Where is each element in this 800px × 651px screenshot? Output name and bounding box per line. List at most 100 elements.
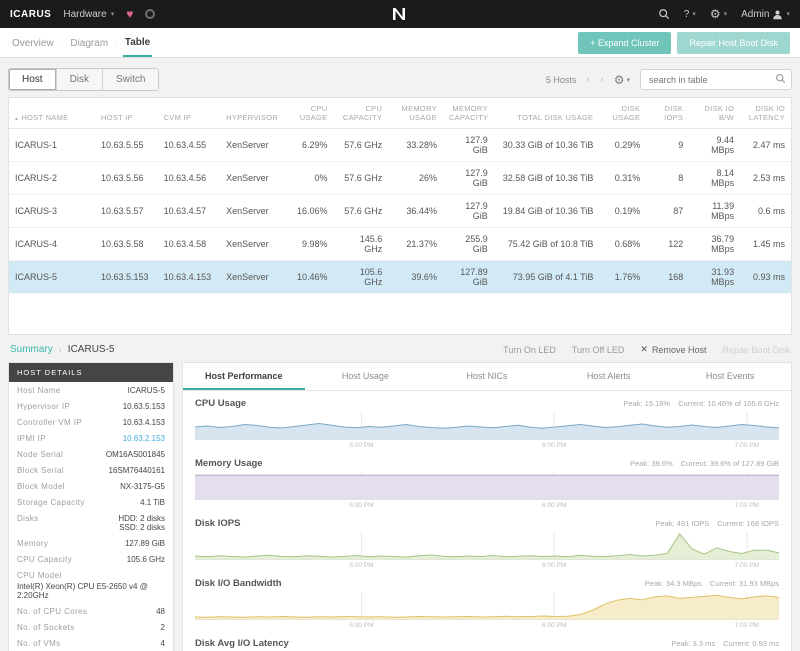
settings-menu[interactable]: ⚙ ▾ xyxy=(710,8,727,20)
column-header[interactable]: Hypervisor xyxy=(220,98,283,129)
chart-title: Memory Usage xyxy=(195,458,263,469)
chart-peak-current-stat: Peak: 3.3 ms Current: 0.93 ms xyxy=(671,639,779,648)
repair-host-boot-disk-button[interactable]: Repair Host Boot Disk xyxy=(677,31,790,54)
table-cell: 30.33 GiB of 10.36 TiB xyxy=(493,128,600,162)
tab-host[interactable]: Host xyxy=(9,69,57,90)
table-cell: 10.63.5.55 xyxy=(95,128,158,162)
search-input[interactable] xyxy=(640,69,792,90)
tasks-ring-icon[interactable] xyxy=(145,9,156,19)
breadcrumb-summary-link[interactable]: Summary xyxy=(10,344,53,355)
table-cell: 21.37% xyxy=(388,227,443,261)
detail-value: 4.1 TiB xyxy=(140,497,165,507)
expand-cluster-button[interactable]: + Expand Cluster xyxy=(578,31,672,54)
column-header[interactable]: Disk IOPS xyxy=(646,98,690,129)
table-row[interactable]: ICARUS-4 10.63.5.58 10.63.4.58 XenServer 9.9… xyxy=(9,227,791,261)
nav-menu-hardware[interactable]: Hardware ▾ xyxy=(63,9,114,20)
table-cell: 19.84 GiB of 10.36 TiB xyxy=(493,194,600,228)
detail-row: Disks HDD: 2 disks SSD: 2 disks xyxy=(9,510,173,535)
chart-peak-current-stat: Peak: 34.3 MBps Current: 31.93 MBps xyxy=(645,579,779,588)
chart-plot-area[interactable] xyxy=(195,472,779,500)
column-header[interactable]: Host IP xyxy=(95,98,158,129)
detail-section: HOST DETAILS Host Name ICARUS-5 Hypervisor… xyxy=(8,362,792,651)
table-row[interactable]: ICARUS-1 10.63.5.55 10.63.4.55 XenServer 6.2… xyxy=(9,128,791,162)
help-label: ? xyxy=(683,8,690,20)
turn-off-led-button[interactable]: Turn Off LED xyxy=(571,344,625,355)
detail-label: Controller VM IP xyxy=(17,417,83,427)
table-cell: 8.14 MBps xyxy=(689,161,741,195)
chevron-down-icon: ▾ xyxy=(786,11,790,18)
chart-current: Current: 168 IOPS xyxy=(717,519,779,528)
detail-row: CPU Capacity 105.6 GHz xyxy=(9,551,173,567)
health-heart-icon[interactable]: ♥ xyxy=(126,7,134,21)
subnav-item-overview[interactable]: Overview xyxy=(12,38,54,49)
detail-label: No. of Sockets xyxy=(17,622,75,632)
table-row[interactable]: ICARUS-2 10.63.5.56 10.63.4.56 XenServer 0% 5… xyxy=(9,161,791,195)
chevron-down-icon: ▾ xyxy=(692,11,696,18)
table-cell: 145.6 GHz xyxy=(333,227,389,261)
tab-host-performance[interactable]: Host Performance xyxy=(183,363,305,390)
table-settings-menu[interactable]: ⚙ ▾ xyxy=(614,74,630,86)
tab-host-nics[interactable]: Host NICs xyxy=(466,371,508,381)
subnav-item-table[interactable]: Table xyxy=(122,28,153,57)
table-cell: 105.6 GHz xyxy=(333,260,389,294)
detail-value-link[interactable]: 10.63.2.153 xyxy=(122,433,165,443)
cluster-name[interactable]: ICARUS xyxy=(10,8,52,20)
page-prev-icon[interactable]: ‹ xyxy=(586,73,591,86)
table-cell: 0.68% xyxy=(599,227,647,261)
table-cell: 0.31% xyxy=(599,161,647,195)
chart-peak-current-stat: Peak: 39.6% Current: 39.6% of 127.89 GiB xyxy=(630,459,779,468)
tab-host-alerts[interactable]: Host Alerts xyxy=(586,371,631,381)
column-header[interactable]: ▴ Host Name xyxy=(9,98,96,129)
table-cell: XenServer xyxy=(220,260,283,294)
column-header[interactable]: Disk Usage xyxy=(599,98,647,129)
chart-plot-area[interactable] xyxy=(195,592,779,620)
detail-label: Node Serial xyxy=(17,449,64,459)
search-icon[interactable] xyxy=(658,8,670,20)
table-cell: 6.29% xyxy=(282,128,334,162)
remove-host-button[interactable]: ✕ Remove Host xyxy=(640,344,706,355)
table-cell: 33.28% xyxy=(388,128,443,162)
column-header[interactable]: CVM IP xyxy=(157,98,221,129)
detail-tab-bar: Host Performance Host Usage Host NICs Ho… xyxy=(183,363,791,391)
detail-value: 10.63.5.153 xyxy=(122,401,165,411)
turn-on-led-button[interactable]: Turn On LED xyxy=(503,344,556,355)
column-header[interactable]: Total Disk Usage xyxy=(493,98,600,129)
table-cell: ICARUS-3 xyxy=(9,194,96,228)
table-cell: 10.63.5.153 xyxy=(95,260,158,294)
tab-host-events[interactable]: Host Events xyxy=(705,371,755,381)
column-header[interactable]: Memory Usage xyxy=(388,98,443,129)
page-next-icon[interactable]: › xyxy=(600,73,604,86)
column-header[interactable]: Disk IO B/W xyxy=(689,98,741,129)
column-header[interactable]: CPU Usage xyxy=(282,98,334,129)
x-axis-tick-label: 6:00 PM xyxy=(542,622,567,629)
table-cell: 168 xyxy=(646,260,690,294)
detail-label: CPU Capacity xyxy=(17,554,73,564)
admin-menu[interactable]: Admin ▾ xyxy=(741,9,790,20)
tab-switch[interactable]: Switch xyxy=(103,69,159,90)
tab-disk[interactable]: Disk xyxy=(56,69,104,90)
detail-row: CPU Model Intel(R) Xeon(R) CPU E5-2650 v4… xyxy=(9,567,173,603)
column-header[interactable]: CPU Capacity xyxy=(333,98,389,129)
chart-current: Current: 39.6% of 127.89 GiB xyxy=(680,459,779,468)
table-cell: 2.47 ms xyxy=(740,128,791,162)
subnav-item-diagram[interactable]: Diagram xyxy=(70,38,109,49)
chart-peak: Peak: 15.18% xyxy=(623,399,671,408)
repair-boot-disk-button[interactable]: Repair Boot Disk xyxy=(722,344,790,355)
column-header[interactable]: Memory Capacity xyxy=(442,98,494,129)
subnav-separator: · xyxy=(60,38,64,47)
tab-host-usage[interactable]: Host Usage xyxy=(341,371,389,381)
table-cell: 32.58 GiB of 10.36 TiB xyxy=(493,161,600,195)
column-header[interactable]: Disk IO Latency xyxy=(740,98,791,129)
detail-row: Storage Capacity 4.1 TiB xyxy=(9,494,173,510)
chart-plot-area[interactable] xyxy=(195,532,779,560)
chart-title: Disk Avg I/O Latency xyxy=(195,638,289,649)
detail-row: Host Name ICARUS-5 xyxy=(9,382,173,398)
chart-block: Disk IOPS Peak: 491 IOPS Current: 168 IOPS… xyxy=(183,511,791,571)
table-row[interactable]: ICARUS-5 10.63.5.153 10.63.4.153 XenServer 1… xyxy=(9,260,791,294)
chart-plot-area[interactable] xyxy=(195,412,779,440)
table-cell: 31.93 MBps xyxy=(689,260,741,294)
help-menu[interactable]: ? ▾ xyxy=(684,9,696,20)
admin-label: Admin xyxy=(741,8,770,20)
table-cell: ICARUS-2 xyxy=(9,161,96,195)
table-row[interactable]: ICARUS-3 10.63.5.57 10.63.4.57 XenServer 16.… xyxy=(9,194,791,228)
